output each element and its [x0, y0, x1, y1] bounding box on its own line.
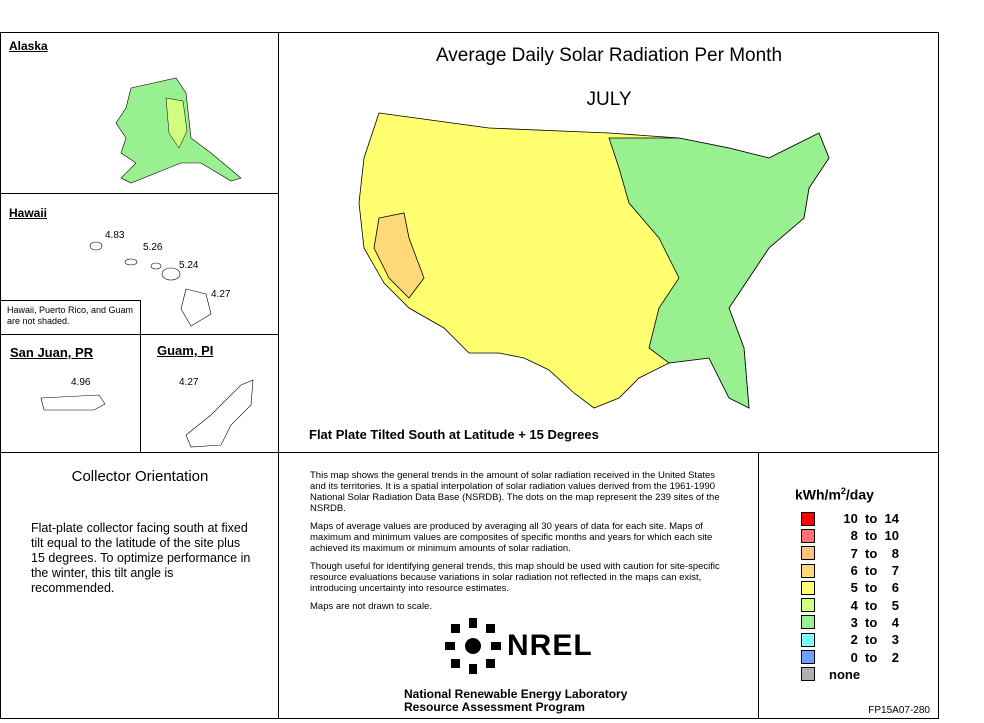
legend-swatch [801, 615, 815, 630]
hawaii-value-big-island: 4.27 [211, 289, 231, 300]
legend-label: 5 to 6 [850, 580, 899, 596]
map-month: JULY [586, 89, 632, 110]
legend-label: 3 to 4 [850, 614, 899, 630]
guam-value: 4.27 [179, 377, 199, 388]
hawaii-value-kauai: 4.83 [105, 230, 125, 241]
legend-swatch [801, 650, 815, 665]
legend-item: 2 to 3 [801, 631, 899, 648]
alaska-map [115, 77, 242, 184]
map-title: Average Daily Solar Radiation Per Month [435, 45, 783, 66]
legend-unit-sup: 2 [840, 486, 846, 496]
hawaii-note-box: Hawaii, Puerto Rico, and Guam are not sh… [1, 300, 141, 336]
legend-swatch [801, 667, 815, 682]
legend-label: 8 to 10 [850, 528, 899, 544]
legend-swatch [801, 546, 815, 561]
hawaii-value-maui: 5.24 [179, 260, 199, 271]
legend-swatch [801, 580, 815, 595]
legend-unit-prefix: kWh/m [795, 486, 841, 503]
legend-label: 7 to 8 [850, 545, 899, 561]
legend-unit: kWh/m2/day [795, 486, 874, 503]
legend-swatch [801, 632, 815, 647]
hawaii-label: Hawaii [9, 206, 48, 220]
hawaii-value-oahu: 5.26 [143, 242, 163, 253]
puerto-rico-map [40, 394, 106, 411]
description: This map shows the general trends in the… [310, 470, 730, 619]
legend-item: 10 to 14 [801, 510, 899, 527]
legend-label: 2 to 3 [850, 632, 899, 648]
legend-item: 5 to 6 [801, 579, 899, 596]
legend-label: 0 to 2 [850, 649, 899, 665]
legend-label: none [829, 666, 861, 682]
main-map-panel: Average Daily Solar Radiation Per Month … [278, 32, 939, 453]
info-panel: This map shows the general trends in the… [278, 452, 759, 719]
hawaii-map [89, 241, 212, 327]
org-program: Resource Assessment Program [404, 700, 585, 714]
legend-swatch [801, 528, 815, 543]
nrel-logo-text: NREL [507, 629, 593, 662]
us-map [358, 112, 830, 409]
org-name: National Renewable Energy Laboratory [404, 687, 628, 701]
collector-text: Flat-plate collector facing south at fix… [31, 521, 251, 595]
legend-item: 0 to 2 [801, 648, 899, 665]
san-juan-panel: San Juan, PR 4.96 [0, 334, 141, 453]
legend-item: 7 to 8 [801, 545, 899, 562]
legend-item: 3 to 4 [801, 614, 899, 631]
legend-unit-suffix: /day [845, 486, 874, 503]
legend-swatch [801, 563, 815, 578]
guam-map [185, 379, 254, 448]
legend-label: 6 to 7 [850, 563, 899, 579]
alaska-label: Alaska [9, 39, 48, 53]
san-juan-label: San Juan, PR [10, 345, 94, 360]
san-juan-value: 4.96 [71, 377, 91, 388]
alaska-panel: Alaska [0, 32, 279, 194]
legend-label: 10 to 14 [843, 511, 899, 527]
collector-panel: Collector Orientation Flat-plate collect… [0, 452, 279, 719]
legend-swatch [801, 598, 815, 613]
map-subtitle: Flat Plate Tilted South at Latitude + 15… [309, 427, 599, 442]
description-paragraph: This map shows the general trends in the… [310, 470, 720, 514]
legend-label: 4 to 5 [850, 597, 899, 613]
legend-item: 8 to 10 [801, 527, 899, 544]
description-paragraph: Though useful for identifying general tr… [310, 561, 720, 594]
collector-heading: Collector Orientation [71, 468, 209, 485]
hawaii-note: Hawaii, Puerto Rico, and Guam are not sh… [7, 305, 134, 326]
guam-label: Guam, PI [157, 343, 214, 358]
nrel-sun-logo-icon [445, 618, 501, 674]
guam-panel: Guam, PI 4.27 [140, 334, 279, 453]
description-paragraph: Maps are not drawn to scale. [310, 601, 432, 612]
legend-item: 4 to 5 [801, 596, 899, 613]
description-paragraph: Maps of average values are produced by a… [310, 521, 713, 554]
legend-item: 6 to 7 [801, 562, 899, 579]
legend-item: none [801, 666, 899, 683]
map-code: FP15A07-280 [868, 705, 930, 716]
legend-swatch [801, 511, 815, 526]
hawaii-panel: Hawaii 4.83 5.26 5.24 4.27 Hawaii, Puert… [0, 193, 279, 336]
